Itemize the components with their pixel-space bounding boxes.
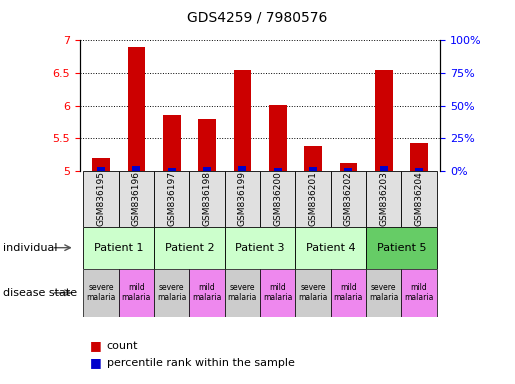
Text: individual: individual — [3, 243, 57, 253]
Bar — [154, 269, 190, 317]
Bar — [296, 269, 331, 317]
Bar — [296, 227, 366, 269]
Text: ■: ■ — [90, 356, 102, 369]
Bar — [234, 70, 251, 171]
Bar — [225, 227, 296, 269]
Bar — [402, 269, 437, 317]
Text: mild
malaria: mild malaria — [404, 283, 434, 303]
Bar — [410, 144, 428, 171]
Bar — [118, 269, 154, 317]
Bar — [190, 269, 225, 317]
Bar — [331, 171, 366, 227]
Bar — [260, 269, 296, 317]
Bar — [366, 227, 437, 269]
Text: mild
malaria: mild malaria — [263, 283, 293, 303]
Bar — [339, 163, 357, 171]
Text: GSM836198: GSM836198 — [202, 171, 212, 226]
Bar — [83, 269, 118, 317]
Bar — [415, 168, 423, 171]
Text: GSM836201: GSM836201 — [308, 171, 318, 226]
Bar — [309, 167, 317, 171]
Bar — [375, 70, 392, 171]
Text: percentile rank within the sample: percentile rank within the sample — [107, 358, 295, 368]
Text: severe
malaria: severe malaria — [298, 283, 328, 303]
Bar — [269, 105, 286, 171]
Text: Patient 4: Patient 4 — [306, 243, 355, 253]
Bar — [203, 167, 211, 171]
Text: GSM836199: GSM836199 — [238, 171, 247, 226]
Text: Patient 3: Patient 3 — [235, 243, 285, 253]
Text: GSM836197: GSM836197 — [167, 171, 176, 226]
Bar — [345, 168, 352, 171]
Bar — [190, 171, 225, 227]
Bar — [163, 116, 181, 171]
Bar — [154, 227, 225, 269]
Bar — [128, 47, 145, 171]
Bar — [83, 171, 118, 227]
Text: Patient 1: Patient 1 — [94, 243, 144, 253]
Text: GSM836195: GSM836195 — [96, 171, 106, 226]
Text: mild
malaria: mild malaria — [334, 283, 363, 303]
Bar — [274, 168, 282, 171]
Text: GSM836196: GSM836196 — [132, 171, 141, 226]
Bar — [304, 146, 322, 171]
Bar — [118, 171, 154, 227]
Text: GSM836203: GSM836203 — [379, 171, 388, 226]
Text: Patient 5: Patient 5 — [376, 243, 426, 253]
Bar — [260, 171, 296, 227]
Text: mild
malaria: mild malaria — [122, 283, 151, 303]
Bar — [132, 166, 141, 171]
Bar — [366, 269, 402, 317]
Bar — [225, 269, 260, 317]
Bar — [92, 158, 110, 171]
Bar — [154, 171, 190, 227]
Text: GSM836202: GSM836202 — [344, 171, 353, 226]
Bar — [331, 269, 366, 317]
Text: severe
malaria: severe malaria — [228, 283, 257, 303]
Text: GSM836204: GSM836204 — [415, 171, 424, 226]
Text: Patient 2: Patient 2 — [165, 243, 214, 253]
Text: severe
malaria: severe malaria — [87, 283, 116, 303]
Bar — [380, 166, 388, 171]
Bar — [83, 227, 154, 269]
Text: GDS4259 / 7980576: GDS4259 / 7980576 — [187, 10, 328, 24]
Bar — [366, 171, 402, 227]
Bar — [296, 171, 331, 227]
Text: severe
malaria: severe malaria — [369, 283, 399, 303]
Bar — [238, 166, 246, 171]
Text: count: count — [107, 341, 138, 351]
Text: mild
malaria: mild malaria — [193, 283, 222, 303]
Bar — [168, 168, 176, 171]
Text: severe
malaria: severe malaria — [157, 283, 186, 303]
Bar — [97, 167, 105, 171]
Text: GSM836200: GSM836200 — [273, 171, 282, 226]
Bar — [402, 171, 437, 227]
Text: ■: ■ — [90, 339, 102, 352]
Bar — [225, 171, 260, 227]
Bar — [198, 119, 216, 171]
Text: disease state: disease state — [3, 288, 77, 298]
